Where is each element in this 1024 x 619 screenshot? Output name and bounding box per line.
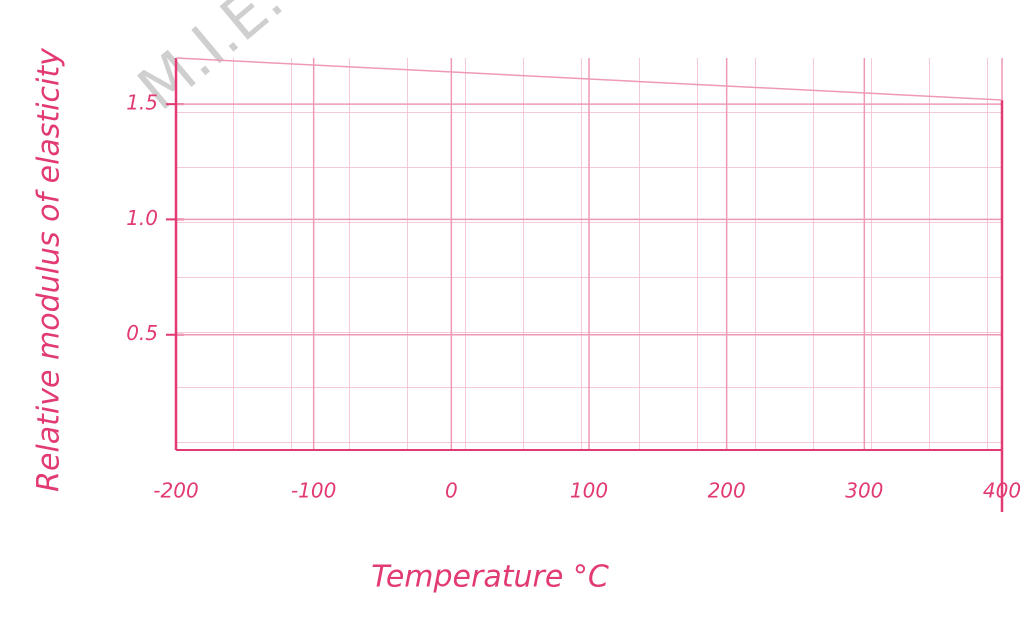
x-tick-label: 200 (708, 479, 746, 503)
x-tick-label: 0 (445, 479, 458, 503)
x-tick-label: 300 (845, 479, 883, 503)
y-axis-title: Relative modulus of elasticity (32, 47, 67, 492)
x-axis-title: Temperature °C (371, 560, 609, 595)
top-border (175, 57, 1003, 101)
y-tick-label: 0.5 (126, 321, 158, 345)
x-tick-label: -200 (153, 479, 198, 503)
x-tick-label: 100 (570, 479, 608, 503)
x-tick-label: -100 (291, 479, 336, 503)
y-tick-label: 1.5 (126, 91, 158, 115)
y-tick-label: 1.0 (126, 206, 158, 230)
